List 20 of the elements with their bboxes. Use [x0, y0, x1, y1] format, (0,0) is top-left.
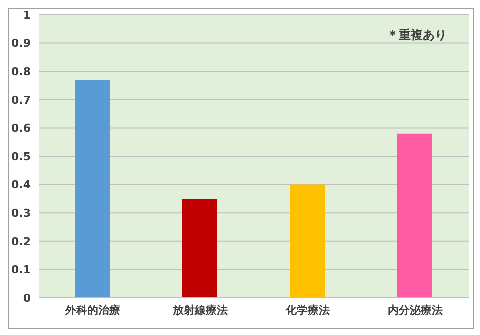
- y-tick-label: 0.5: [12, 150, 31, 164]
- x-tick-label: 内分泌療法: [388, 304, 443, 317]
- y-tick-label: 0.9: [12, 37, 31, 50]
- y-tick-label: 0.4: [12, 178, 32, 192]
- y-tick-label: 0.7: [12, 94, 31, 107]
- bar: [398, 134, 432, 298]
- annotation: ＊重複あり: [387, 27, 447, 44]
- y-tick-label: 0.3: [12, 207, 31, 220]
- x-tick-label: 放射線療法: [172, 304, 228, 317]
- y-tick-label: 0.6: [12, 122, 32, 136]
- y-tick-label: 0.2: [12, 235, 31, 248]
- y-tick-label: 1: [23, 8, 31, 22]
- x-tick-label: 外科的治療: [64, 304, 120, 317]
- y-tick-label: 0.8: [12, 66, 31, 79]
- bar: [290, 184, 325, 298]
- y-tick-label: 0: [23, 292, 32, 305]
- bar: [75, 80, 110, 298]
- bar: [182, 198, 218, 298]
- y-tick-label: 0.1: [12, 264, 31, 277]
- x-tick-label: 化学療法: [284, 304, 330, 317]
